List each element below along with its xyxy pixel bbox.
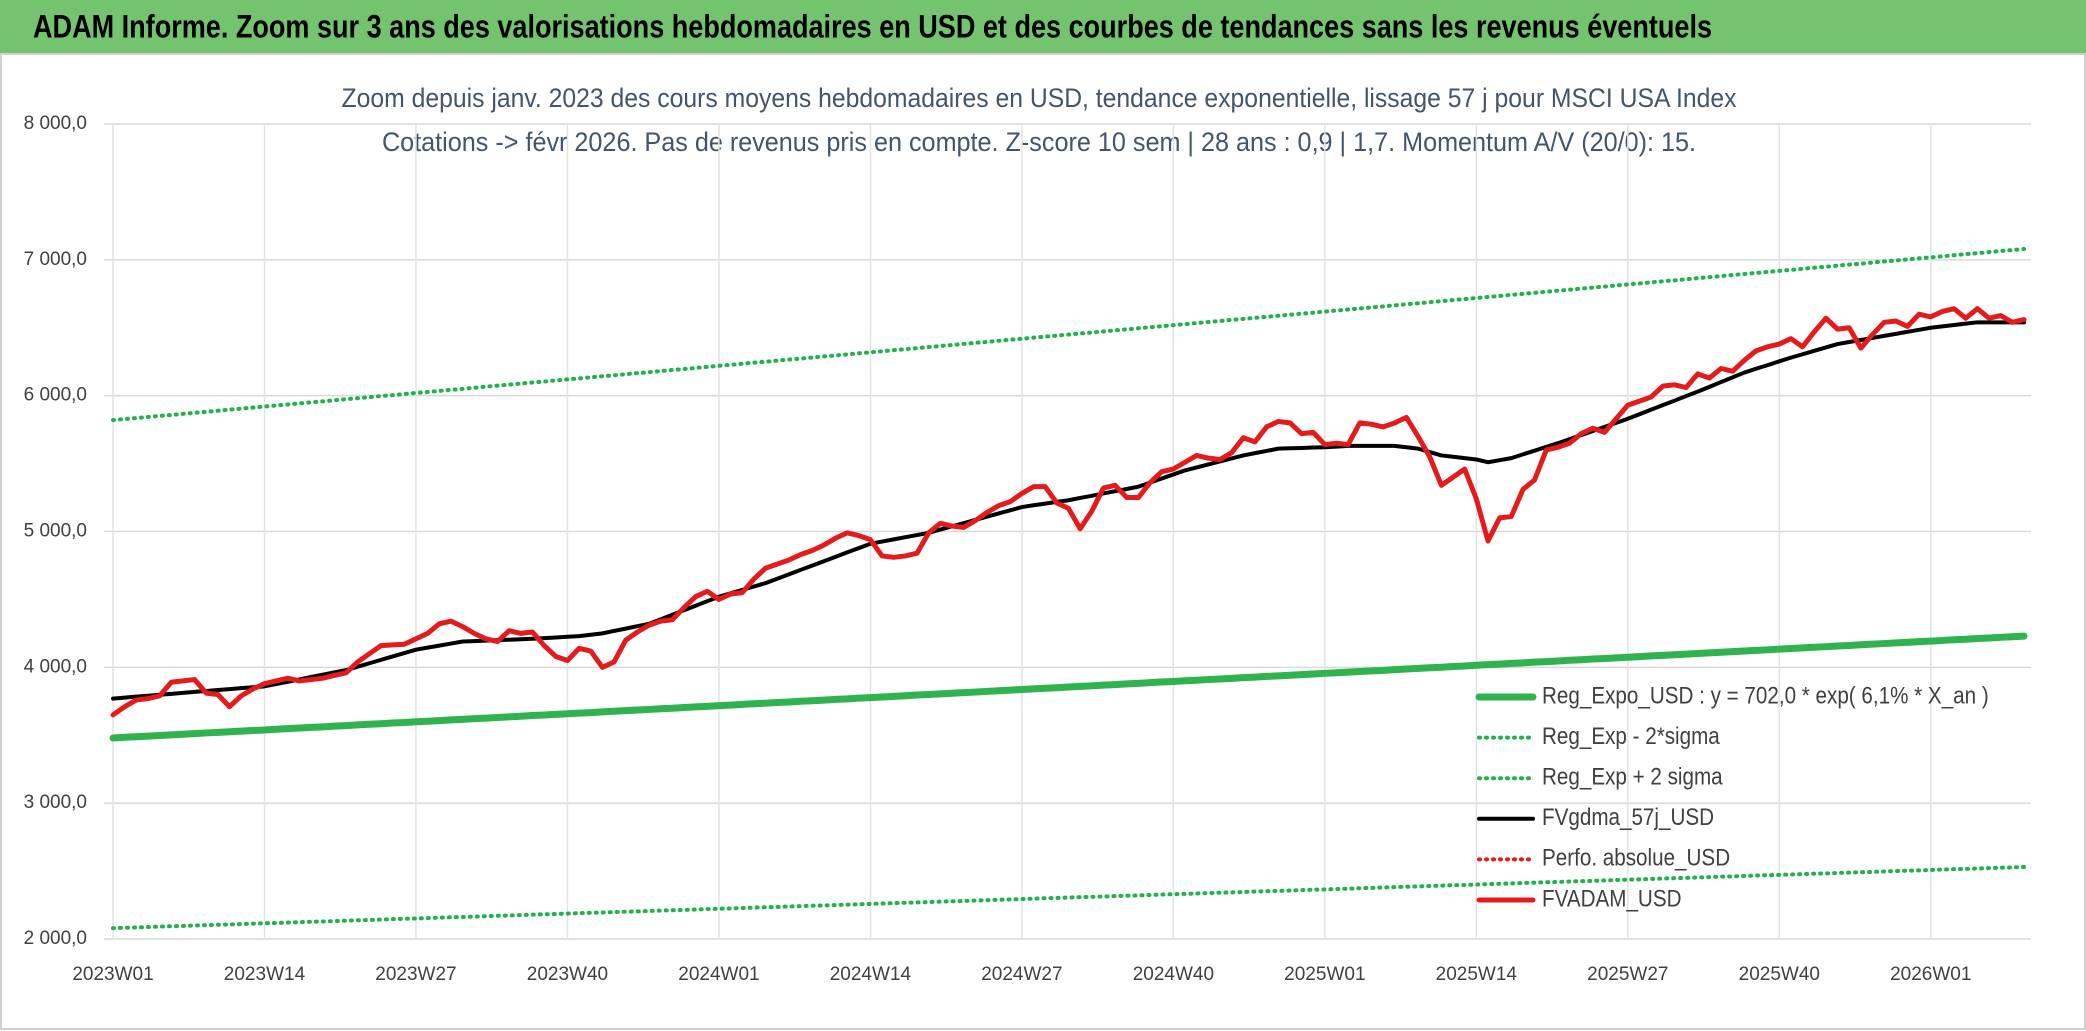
y-tick-label: 5 000,0 [24,521,87,542]
y-tick-label: 7 000,0 [24,249,87,270]
legend-entry: FVADAM_USD [1542,885,1681,912]
legend-label: FVgdma_57j_USD [1542,804,1714,831]
header-band [0,0,2086,53]
y-tick-label: 8 000,0 [24,113,87,134]
x-tick-label: 2023W14 [224,964,306,985]
legend-entry: Reg_Exp - 2*sigma [1542,722,1720,749]
x-tick-label: 2024W40 [1133,964,1214,985]
x-tick-label: 2023W40 [527,964,608,985]
x-tick-label: 2025W27 [1587,964,1668,985]
legend-label: FVADAM_USD [1542,885,1681,912]
legend-entry: Perfo. absolue_USD [1542,844,1730,871]
legend-label: Reg_Exp - 2*sigma [1542,722,1720,749]
chart-title: Zoom depuis janv. 2023 des cours moyens … [342,83,1737,113]
x-tick-label: 2024W01 [678,964,759,985]
legend-entry: FVgdma_57j_USD [1542,804,1714,831]
series-line [110,306,2027,718]
legend-label: Reg_Expo_USD : y = 702,0 * exp( 6,1% * X… [1542,682,1989,709]
x-tick-label: 2025W40 [1739,964,1820,985]
x-tick-label: 2023W27 [375,964,456,985]
series-line [111,246,2026,423]
x-tick-label: 2024W27 [981,964,1062,985]
series-line [109,632,2028,742]
series-line [111,320,2026,701]
y-tick-label: 2 000,0 [24,928,87,949]
x-tick-label: 2025W01 [1284,964,1365,985]
x-tick-label: 2026W01 [1890,964,1971,985]
chart-frame [0,53,2086,1030]
y-tick-label: 6 000,0 [24,385,87,406]
x-tick-label: 2025W14 [1436,964,1518,985]
y-tick-label: 4 000,0 [24,656,87,677]
y-tick-label: 3 000,0 [24,792,87,813]
legend-label: Perfo. absolue_USD [1542,844,1730,871]
legend-label: Reg_Exp + 2 sigma [1542,763,1723,790]
x-tick-label: 2023W01 [72,964,153,985]
chart-subtitle: Cotations -> févr 2026. Pas de revenus p… [382,127,1696,157]
legend-entry: Reg_Expo_USD : y = 702,0 * exp( 6,1% * X… [1542,682,1989,709]
legend-entry: Reg_Exp + 2 sigma [1542,763,1723,790]
x-tick-label: 2024W14 [830,964,912,985]
page-title: ADAM Informe. Zoom sur 3 ans des valoris… [33,8,1712,44]
